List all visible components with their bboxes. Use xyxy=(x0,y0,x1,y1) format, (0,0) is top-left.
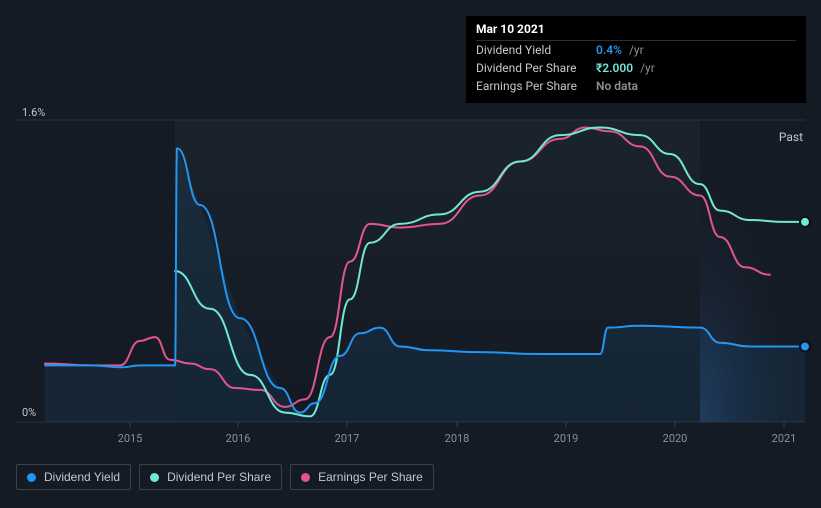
y-tick-top: 1.6% xyxy=(22,106,45,119)
tooltip-label: Earnings Per Share xyxy=(476,79,596,93)
legend-dot-icon xyxy=(301,473,310,482)
legend-dot-icon xyxy=(27,473,36,482)
x-tick: 2017 xyxy=(335,432,360,445)
x-tick: 2019 xyxy=(554,432,579,445)
tooltip-label: Dividend Yield xyxy=(476,43,596,57)
past-label: Past xyxy=(779,130,803,144)
tooltip-row: Dividend Per Share₹2.000 /yr xyxy=(476,59,796,77)
x-tick: 2015 xyxy=(118,432,143,445)
legend-dot-icon xyxy=(150,473,159,482)
x-tick: 2016 xyxy=(226,432,251,445)
legend-item[interactable]: Dividend Yield xyxy=(16,464,131,490)
tooltip: Mar 10 2021 Dividend Yield0.4% /yrDivide… xyxy=(466,16,806,103)
tooltip-date: Mar 10 2021 xyxy=(476,22,796,36)
tooltip-row: Dividend Yield0.4% /yr xyxy=(476,41,796,59)
x-tick: 2020 xyxy=(663,432,688,445)
tooltip-value: No data xyxy=(596,79,638,93)
tooltip-label: Dividend Per Share xyxy=(476,61,596,75)
tooltip-rows: Dividend Yield0.4% /yrDividend Per Share… xyxy=(476,40,796,95)
tooltip-value: 0.4% /yr xyxy=(596,43,644,57)
x-tick: 2018 xyxy=(445,432,470,445)
legend-item[interactable]: Dividend Per Share xyxy=(139,464,282,490)
legend-label: Dividend Yield xyxy=(44,470,120,484)
tooltip-row: Earnings Per ShareNo data xyxy=(476,77,796,95)
y-tick-bottom: 0% xyxy=(22,406,36,419)
x-tick: 2021 xyxy=(772,432,797,445)
legend-item[interactable]: Earnings Per Share xyxy=(290,464,434,490)
legend: Dividend Yield Dividend Per Share Earnings… xyxy=(16,464,434,490)
legend-label: Earnings Per Share xyxy=(318,470,423,484)
tooltip-value: ₹2.000 /yr xyxy=(596,61,655,75)
legend-label: Dividend Per Share xyxy=(167,470,271,484)
